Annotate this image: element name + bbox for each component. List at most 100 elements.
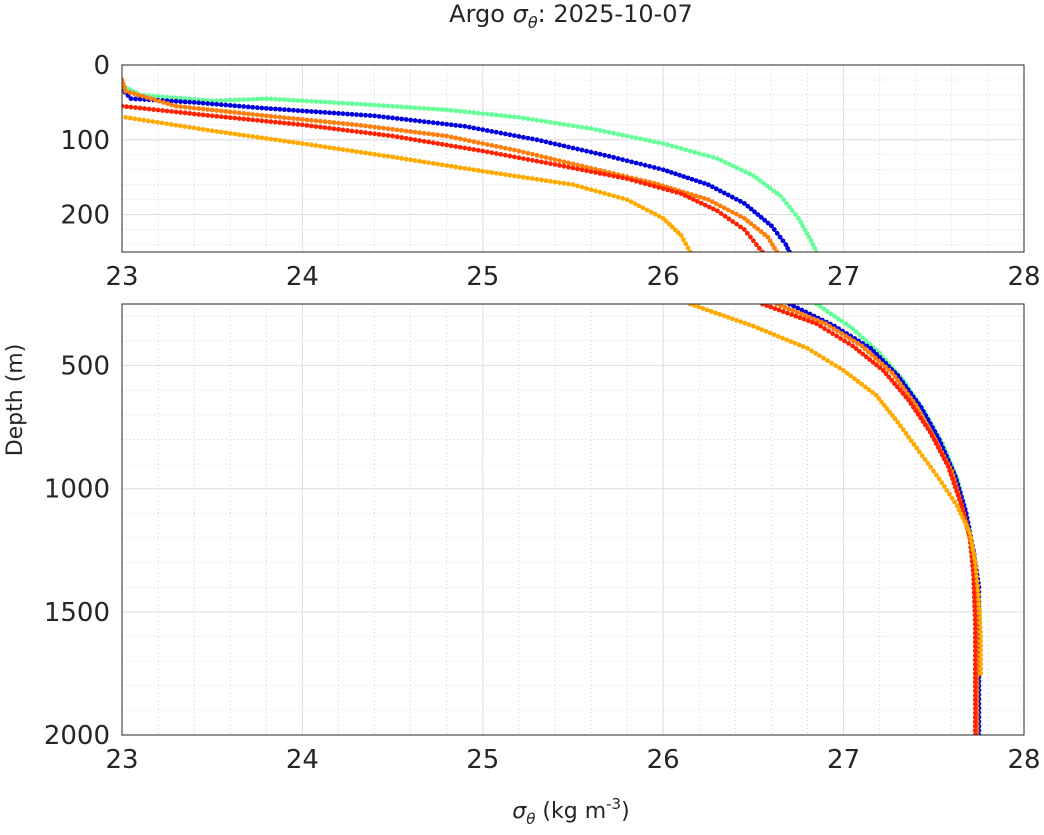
- data-point: [900, 427, 906, 433]
- data-point: [839, 331, 844, 336]
- data-point: [277, 114, 283, 120]
- data-point: [652, 211, 658, 217]
- data-point: [738, 167, 744, 173]
- data-point: [575, 166, 580, 172]
- data-point: [520, 156, 526, 161]
- data-point: [972, 648, 978, 654]
- data-point: [471, 147, 477, 152]
- data-point: [412, 158, 418, 163]
- data-point: [575, 162, 580, 168]
- data-point: [972, 706, 978, 712]
- data-point: [925, 426, 931, 431]
- data-point: [466, 166, 472, 172]
- data-point: [475, 110, 481, 116]
- data-point: [977, 620, 983, 626]
- data-point: [399, 135, 405, 140]
- series-3: [122, 103, 765, 252]
- data-point: [507, 153, 513, 159]
- data-point: [916, 449, 922, 455]
- data-point: [969, 543, 975, 549]
- data-point: [584, 164, 589, 170]
- data-point: [150, 119, 156, 125]
- data-point: [977, 624, 983, 630]
- data-point: [870, 359, 876, 365]
- data-point: [853, 346, 859, 352]
- data-point: [776, 307, 782, 313]
- data-point: [516, 155, 522, 161]
- data-point: [300, 122, 305, 128]
- data-point: [802, 313, 808, 318]
- data-point: [182, 104, 188, 110]
- data-point: [408, 129, 414, 134]
- data-point: [771, 188, 777, 194]
- data-point: [972, 732, 978, 735]
- data-point: [751, 238, 756, 244]
- data-point: [781, 197, 786, 203]
- data-point: [771, 227, 777, 232]
- data-point: [787, 304, 792, 307]
- data-point: [579, 124, 585, 130]
- data-point: [802, 227, 808, 232]
- data-point: [146, 106, 152, 112]
- data-point: [421, 159, 427, 165]
- data-point: [254, 105, 260, 111]
- data-point: [272, 106, 278, 112]
- series-1: [122, 86, 792, 252]
- data-point: [575, 124, 580, 129]
- data-point: [686, 195, 692, 200]
- data-point: [561, 180, 567, 186]
- data-point: [268, 113, 274, 119]
- data-point: [421, 105, 427, 111]
- data-point: [530, 176, 535, 182]
- data-point: [122, 103, 125, 109]
- data-point: [972, 728, 978, 734]
- data-point: [453, 108, 459, 114]
- data-point: [575, 146, 580, 152]
- data-point: [367, 124, 373, 129]
- data-point: [855, 341, 861, 346]
- data-point: [606, 153, 612, 159]
- data-point: [638, 180, 644, 185]
- data-point: [704, 307, 710, 313]
- data-point: [214, 108, 220, 113]
- data-point: [141, 117, 147, 123]
- data-point: [448, 134, 454, 140]
- data-point: [484, 142, 490, 147]
- data-point: [579, 184, 585, 190]
- data-point: [709, 199, 715, 205]
- data-point: [876, 396, 882, 401]
- data-point: [788, 339, 794, 344]
- data-point: [927, 429, 933, 435]
- data-point: [834, 333, 839, 339]
- data-point: [778, 193, 783, 199]
- data-point: [965, 526, 971, 532]
- data-point: [161, 100, 166, 105]
- data-point: [502, 172, 508, 177]
- data-point: [823, 321, 828, 327]
- data-point: [718, 211, 724, 216]
- data-point: [127, 90, 133, 95]
- data-point: [507, 172, 513, 178]
- data-point: [421, 130, 427, 136]
- data-point: [687, 249, 693, 252]
- data-point: [480, 111, 486, 117]
- data-point: [241, 97, 247, 102]
- data-point: [435, 141, 441, 146]
- data-point: [349, 128, 355, 134]
- data-point: [516, 134, 522, 139]
- data-point: [729, 194, 735, 200]
- data-point: [615, 174, 621, 180]
- data-point: [855, 379, 861, 384]
- data-point: [304, 108, 310, 114]
- data-point: [606, 129, 612, 135]
- data-point: [774, 230, 780, 236]
- data-point: [972, 555, 977, 561]
- data-point: [722, 159, 728, 165]
- data-point: [241, 104, 247, 109]
- data-point: [755, 226, 761, 232]
- data-point: [624, 197, 630, 203]
- data-point: [394, 127, 400, 133]
- data-point: [254, 117, 260, 123]
- data-point: [435, 132, 441, 138]
- data-point: [883, 360, 889, 366]
